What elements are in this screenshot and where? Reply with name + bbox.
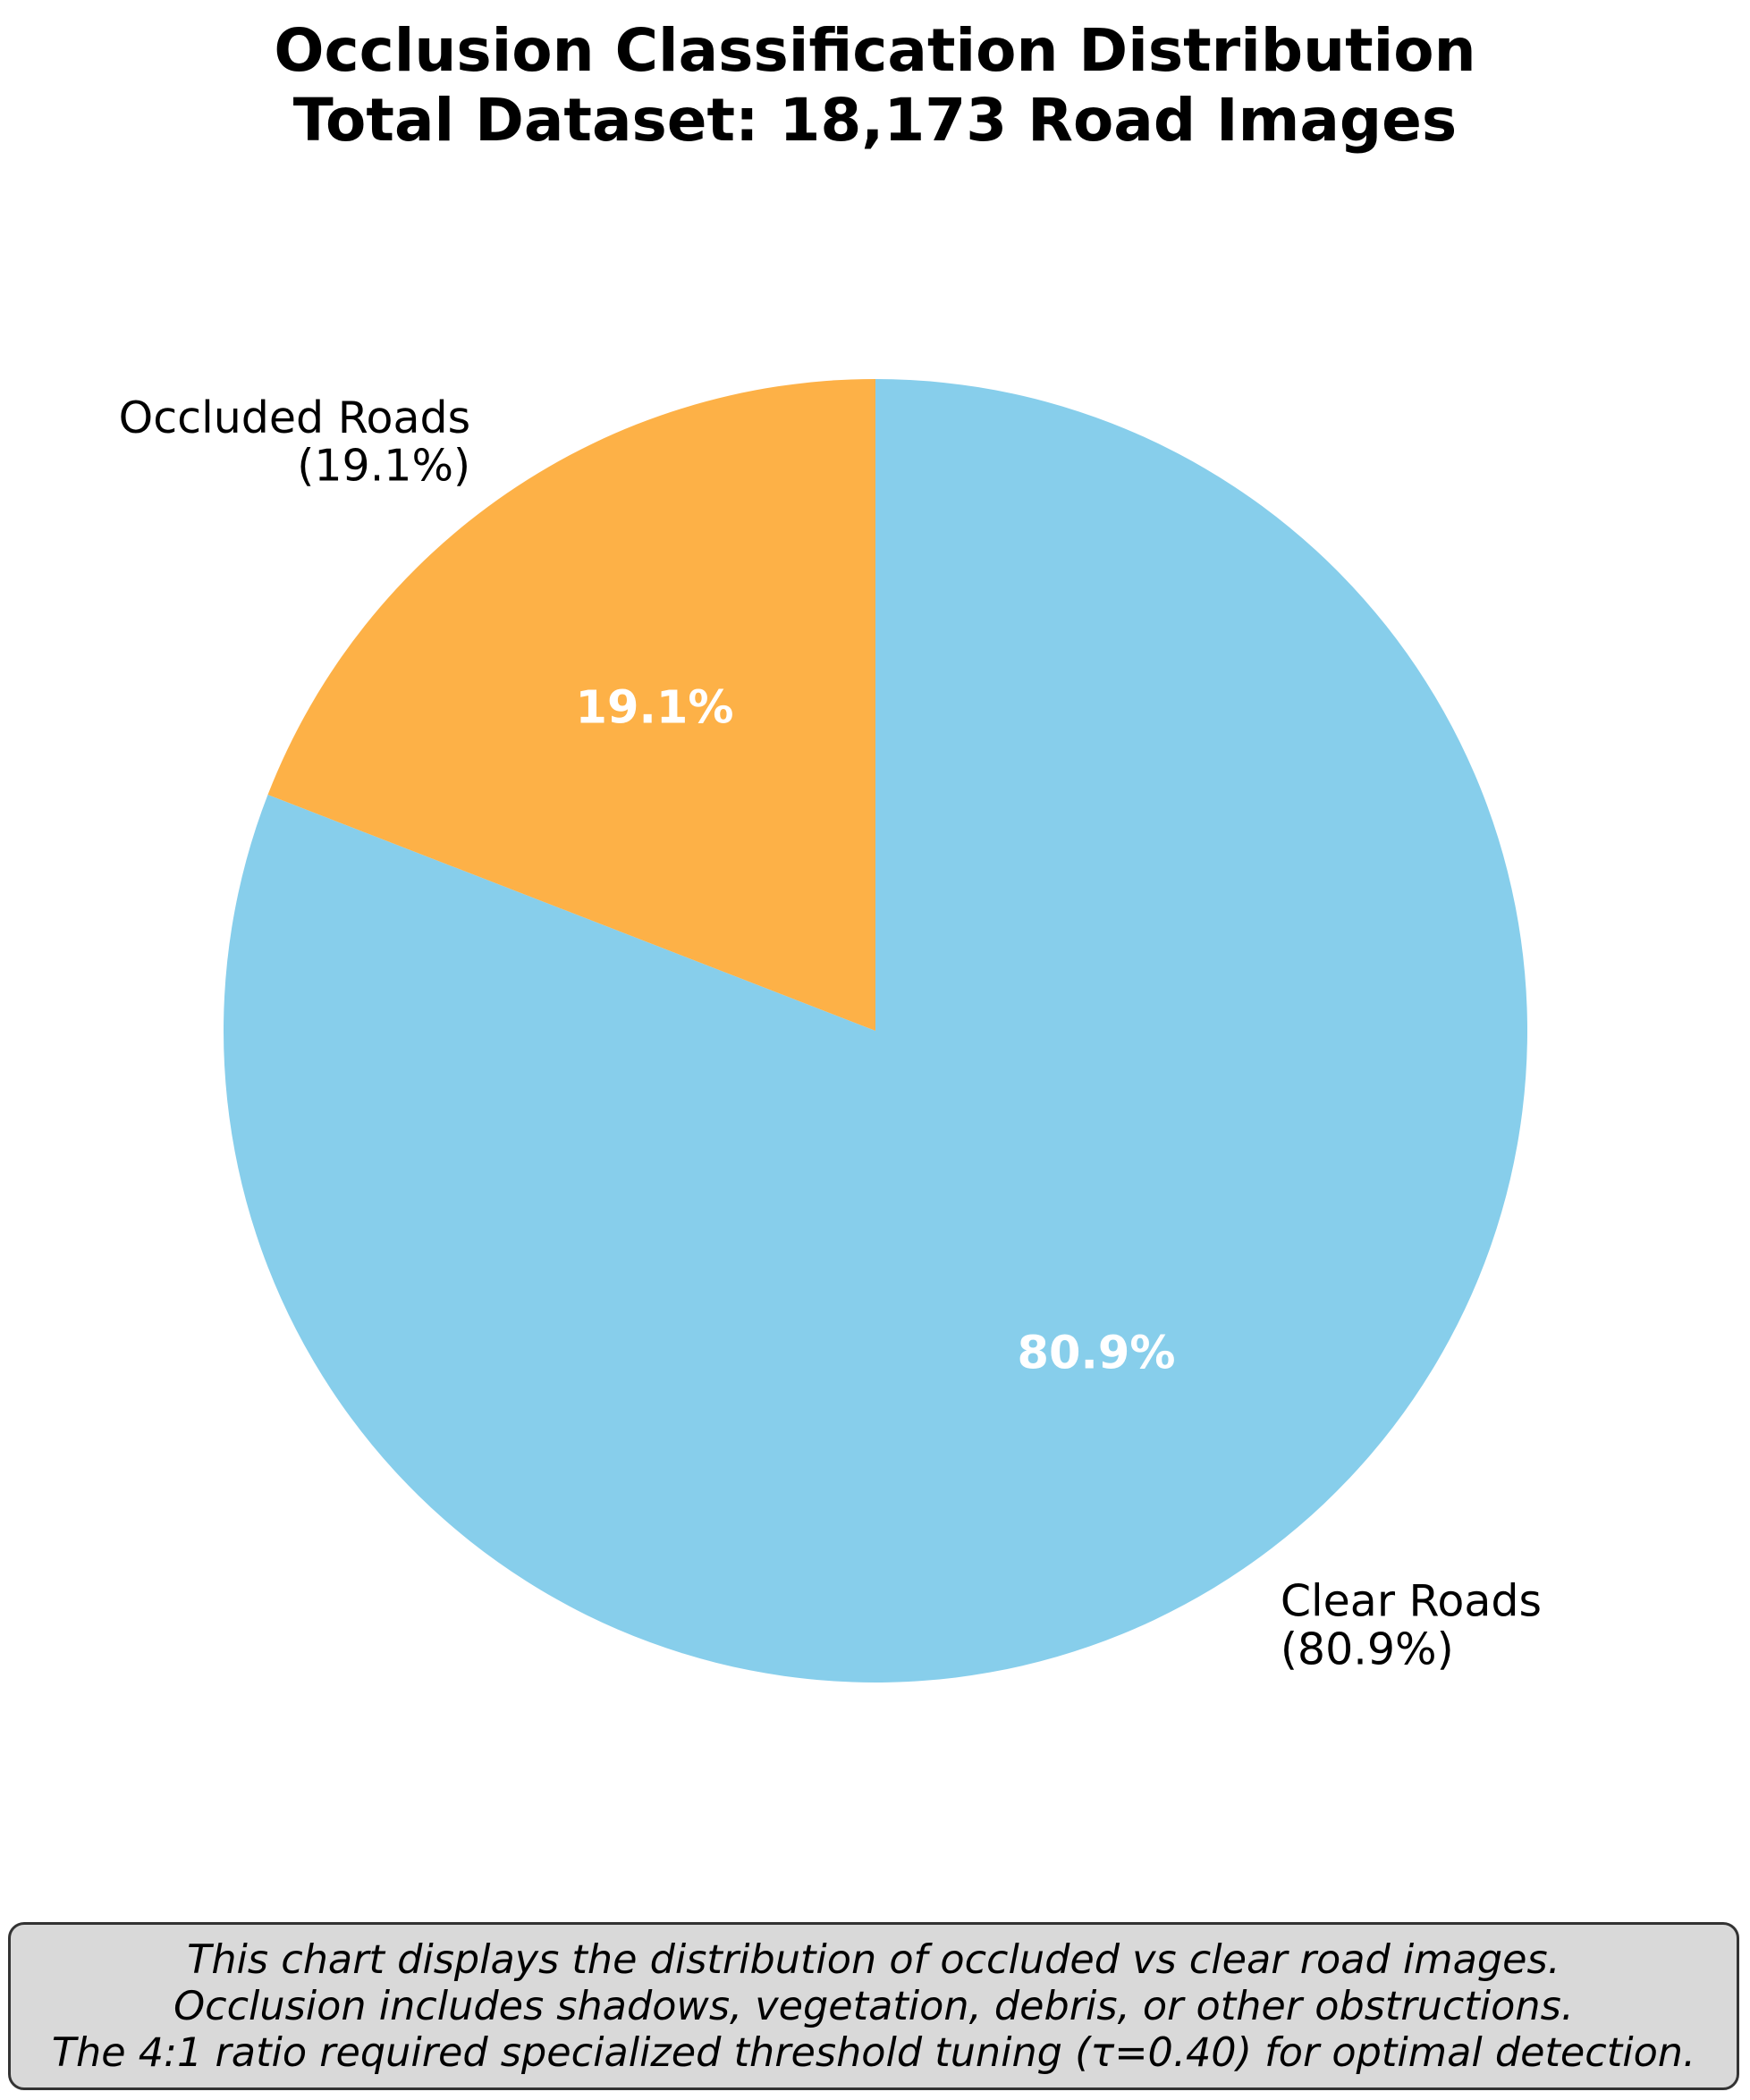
slice-category-label-occluded-roads: Occluded Roads (19.1%): [119, 392, 471, 492]
chart-subtitle: Total Dataset: 18,173 Road Images: [292, 86, 1458, 155]
slice-category-label-clear-roads: Clear Roads (80.9%): [1281, 1575, 1542, 1674]
note-line-2: Occlusion includes shadows, vegetation, …: [173, 1984, 1574, 2029]
slice-percent-label-occluded-roads: 19.1%: [576, 682, 734, 735]
pie-slice-clear-roads: [224, 379, 1527, 1683]
slice-percent-label-clear-roads: 80.9%: [1018, 1327, 1176, 1379]
pie-slice-occluded-roads: [267, 379, 876, 1031]
chart-title: Occlusion Classification Distribution To…: [0, 16, 1750, 156]
note-line-3: The 4:1 ratio required specialized thres…: [51, 2030, 1696, 2076]
description-note-box: This chart displays the distribution of …: [8, 1922, 1739, 2090]
note-line-1: This chart displays the distribution of …: [187, 1937, 1560, 1983]
chart-title-line1: Occlusion Classification Distribution: [274, 16, 1476, 85]
